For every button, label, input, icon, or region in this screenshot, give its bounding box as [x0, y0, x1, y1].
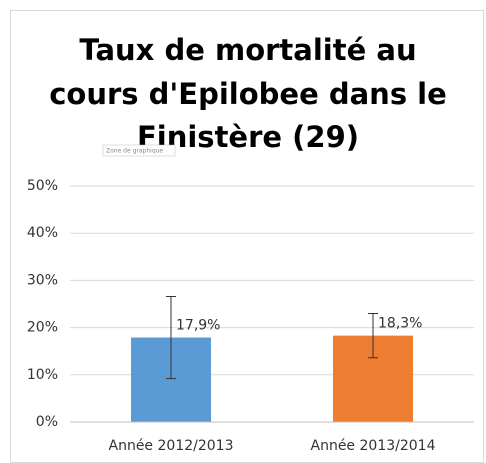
y-tick-label: 20% [27, 320, 58, 336]
y-tick-label: 50% [27, 178, 58, 194]
error-bar [368, 312, 378, 359]
y-tick-label: 40% [27, 225, 58, 241]
error-bar [166, 295, 176, 380]
chart-title: cours d'Epilobee dans le [49, 77, 447, 111]
y-tick-label: 30% [27, 272, 58, 288]
tooltip-box [102, 144, 176, 157]
tooltip: Zone de graphique [106, 148, 163, 155]
y-tick-label: 10% [27, 367, 58, 383]
data-label: 17,9% [176, 318, 220, 334]
y-tick-label: 0% [36, 414, 58, 430]
x-tick-label: Année 2012/2013 [109, 438, 234, 454]
chart-title: Taux de mortalité au [79, 33, 416, 67]
x-tick-label: Année 2013/2014 [311, 438, 436, 454]
data-label: 18,3% [378, 316, 422, 332]
